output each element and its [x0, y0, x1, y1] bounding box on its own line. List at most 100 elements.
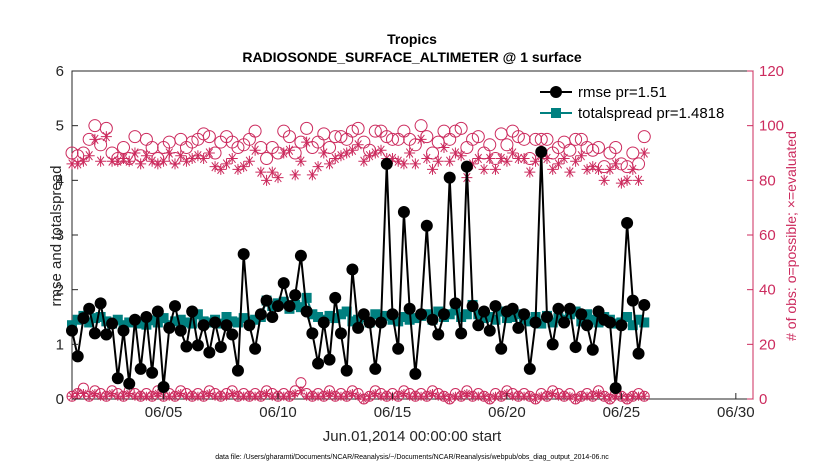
evaluated-obs-marker [558, 152, 570, 164]
possible-obs-low-marker [570, 393, 582, 405]
possible-obs-marker [414, 119, 428, 133]
possible-obs-marker [351, 121, 365, 135]
evaluated-obs-low-marker [405, 391, 415, 401]
rmse-point [312, 357, 325, 370]
possible-obs-marker [282, 130, 296, 144]
rmse-point [581, 319, 594, 332]
possible-obs-marker [500, 138, 514, 152]
rmse-point [626, 294, 639, 307]
evaluated-obs-low-marker [548, 389, 558, 399]
rmse-point [266, 311, 279, 323]
possible-obs-marker [591, 141, 605, 155]
totalspread-point [507, 312, 518, 322]
evaluated-obs-marker [243, 155, 255, 167]
evaluated-obs-marker [507, 147, 519, 159]
evaluated-obs-low-marker [611, 391, 621, 401]
possible-obs-marker [197, 127, 211, 141]
evaluated-obs-low-marker [204, 389, 214, 399]
evaluated-obs-marker [77, 155, 89, 167]
rmse-point [432, 328, 445, 341]
rmse-point [472, 319, 485, 332]
legend-box [535, 78, 750, 123]
totalspread-point [335, 309, 346, 320]
evaluated-obs-marker [364, 150, 376, 162]
rmse-point [403, 302, 416, 315]
possible-obs-marker [563, 143, 577, 157]
rmse-point [191, 339, 204, 352]
evaluated-obs-marker [266, 166, 278, 178]
rmse-point [386, 308, 399, 321]
rmse-point [180, 340, 193, 353]
possible-obs-low-marker [66, 390, 78, 402]
evaluated-obs-low-marker [199, 391, 209, 401]
rmse-point [83, 302, 96, 315]
evaluated-obs-low-marker [101, 391, 111, 401]
evaluated-obs-low-marker [490, 391, 500, 401]
rmse-point [94, 297, 107, 310]
evaluated-obs-marker [392, 155, 404, 167]
evaluated-obs-low-marker [78, 389, 88, 399]
evaluated-obs-marker [146, 155, 158, 167]
evaluated-obs-low-marker [107, 389, 117, 399]
possible-obs-low-marker [358, 393, 370, 405]
evaluated-obs-low-marker [508, 391, 518, 401]
rmse-point [352, 321, 365, 334]
evaluated-obs-marker [633, 174, 645, 186]
rmse-point [323, 353, 336, 366]
totalspread-point [89, 313, 100, 324]
totalspread-point [341, 306, 352, 317]
chart-subtitle: RADIOSONDE_SURFACE_ALTIMETER @ 1 surface [242, 49, 582, 65]
evaluated-obs-marker [329, 152, 341, 164]
possible-obs-low-marker [444, 393, 456, 405]
evaluated-obs-low-marker [519, 391, 529, 401]
evaluated-obs-marker [592, 163, 604, 175]
evaluated-obs-low-marker [233, 391, 243, 401]
possible-obs-marker [300, 121, 314, 135]
evaluated-obs-low-marker [468, 391, 478, 401]
totalspread-point [221, 312, 232, 322]
y-axis-label: rmse and totalspread [48, 166, 65, 307]
rmse-point [134, 362, 147, 375]
evaluated-obs-marker [152, 158, 164, 170]
rmse-point [603, 316, 616, 329]
rmse-point [529, 316, 542, 329]
evaluated-obs-marker [489, 163, 501, 175]
evaluated-obs-low-marker [513, 391, 523, 401]
rmse-point [369, 362, 382, 375]
rmse-point [300, 305, 313, 318]
rmse-point [437, 308, 450, 321]
totalspread-point [232, 317, 243, 328]
evaluated-obs-low-marker [542, 391, 552, 401]
rmse-point [558, 316, 571, 329]
totalspread-point [450, 305, 461, 316]
y-tick-label: 2 [56, 282, 64, 299]
rmse-point [495, 342, 508, 355]
rmse-point [249, 342, 262, 355]
totalspread-point [639, 317, 650, 328]
rmse-point [226, 328, 239, 341]
rmse-point [518, 308, 531, 321]
rmse-point [346, 263, 359, 276]
evaluated-obs-low-marker [462, 389, 472, 399]
evaluated-obs-marker [163, 147, 175, 159]
evaluated-obs-marker [575, 150, 587, 162]
evaluated-obs-marker [478, 163, 490, 175]
legend-totalspread-label: totalspread pr=1.4818 [578, 105, 724, 122]
evaluated-obs-low-marker [193, 391, 203, 401]
y-right-tick-label: 0 [759, 391, 767, 408]
evaluated-obs-low-marker [382, 391, 392, 401]
rmse-point [489, 300, 502, 313]
totalspread-point [147, 315, 158, 326]
evaluated-obs-marker [530, 155, 542, 167]
evaluated-obs-marker [301, 136, 313, 148]
legend: rmse pr=1.51 totalspread pr=1.4818 [535, 78, 750, 123]
evaluated-obs-marker [95, 155, 107, 167]
evaluated-obs-low-marker [119, 391, 129, 401]
evaluated-obs-low-marker [605, 394, 615, 404]
totalspread-point [324, 310, 335, 321]
rmse-point [128, 313, 141, 326]
possible-obs-marker [145, 141, 159, 155]
totalspread-point [398, 312, 409, 322]
evaluated-obs-marker [192, 150, 204, 162]
